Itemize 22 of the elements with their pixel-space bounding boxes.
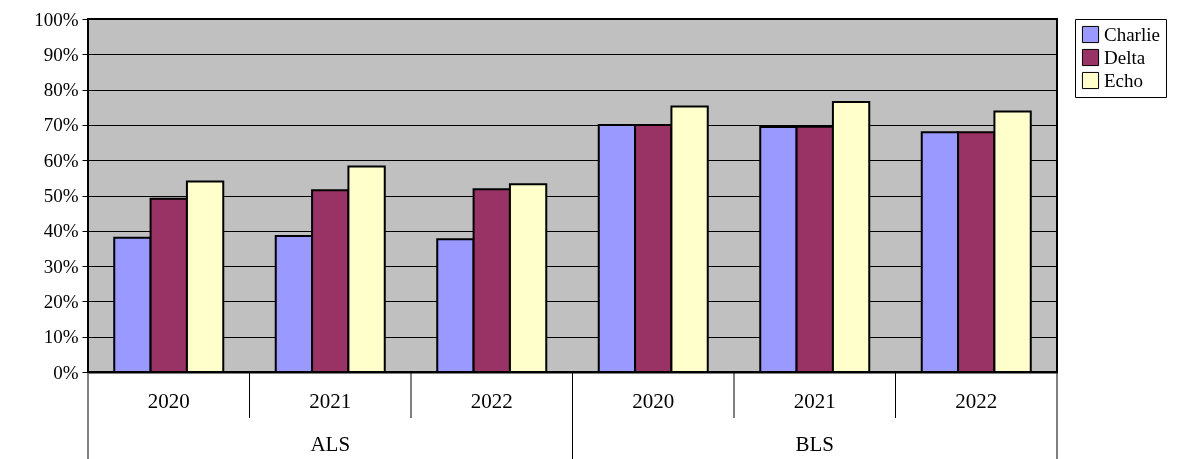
- x-tick-label: 2022: [470, 389, 513, 413]
- y-tick-label: 40%: [43, 220, 79, 242]
- text: BLS: [795, 432, 835, 456]
- x-tick-label: 2020: [632, 389, 675, 413]
- legend-label: Delta: [1104, 46, 1146, 68]
- x-tick-label: 2021: [309, 389, 352, 413]
- legend-label: Echo: [1104, 69, 1144, 91]
- x-tick-label: 2022: [955, 389, 998, 413]
- y-tick-label: 0%: [53, 361, 79, 383]
- y-tick-label: 30%: [43, 255, 79, 277]
- x-tick-label: 2020: [147, 389, 190, 413]
- y-tick-label: 60%: [43, 149, 79, 171]
- x-tick-label: 2021: [793, 389, 836, 413]
- y-tick-label: 100%: [34, 8, 79, 30]
- text: ALS: [310, 432, 351, 456]
- y-tick-label: 10%: [43, 326, 79, 348]
- y-tick-label: 50%: [43, 185, 79, 206]
- y-tick-label: 80%: [43, 79, 79, 101]
- legend-label: Charlie: [1104, 23, 1160, 45]
- y-tick-label: 90%: [43, 43, 79, 65]
- y-tick-label: 70%: [43, 114, 79, 136]
- y-tick-label: 20%: [43, 290, 79, 312]
